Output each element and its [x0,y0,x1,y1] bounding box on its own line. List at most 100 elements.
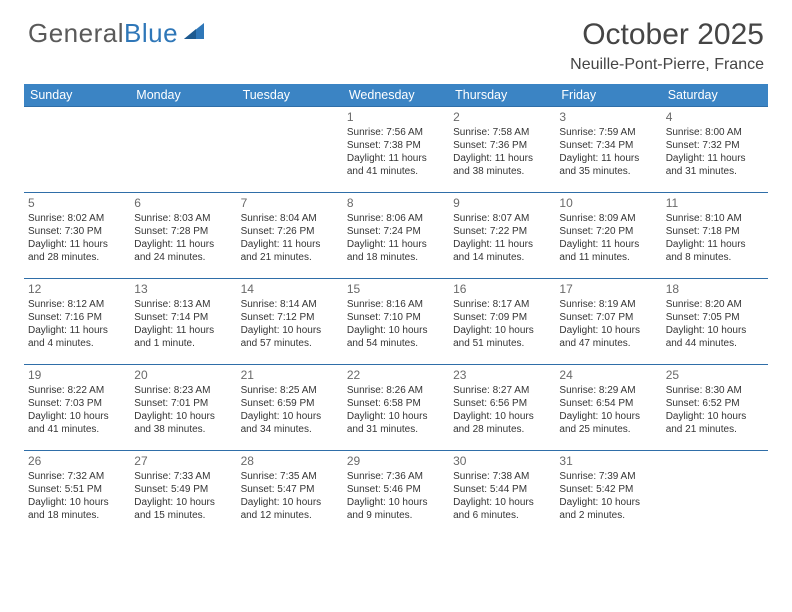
day-info-line: Sunrise: 8:19 AM [559,299,657,312]
day-info-line: Sunset: 7:34 PM [559,140,657,153]
day-number: 27 [134,454,232,469]
weekday-header: Tuesday [237,84,343,107]
day-number: 3 [559,110,657,125]
day-info-line: Daylight: 11 hours and 14 minutes. [453,239,551,265]
day-info-line: Sunrise: 7:59 AM [559,127,657,140]
calendar-day-cell: 23Sunrise: 8:27 AMSunset: 6:56 PMDayligh… [449,365,555,451]
day-info-line: Sunset: 6:58 PM [347,398,445,411]
brand-sail-icon [182,21,206,46]
day-info-line: Sunrise: 8:14 AM [241,299,339,312]
day-info-line: Daylight: 10 hours and 57 minutes. [241,325,339,351]
day-info-line: Sunset: 6:54 PM [559,398,657,411]
day-info-line: Daylight: 11 hours and 21 minutes. [241,239,339,265]
day-number: 24 [559,368,657,383]
brand-logo: GeneralBlue [28,18,206,49]
day-number: 19 [28,368,126,383]
day-number: 15 [347,282,445,297]
day-info-line: Sunrise: 8:07 AM [453,213,551,226]
calendar-day-cell: 16Sunrise: 8:17 AMSunset: 7:09 PMDayligh… [449,279,555,365]
day-number: 8 [347,196,445,211]
day-info-line: Sunset: 7:18 PM [666,226,764,239]
day-info-line: Sunset: 7:09 PM [453,312,551,325]
day-info-line: Sunset: 6:59 PM [241,398,339,411]
day-number: 7 [241,196,339,211]
calendar-day-cell: 30Sunrise: 7:38 AMSunset: 5:44 PMDayligh… [449,451,555,537]
weekday-header: Saturday [662,84,768,107]
day-info-line: Daylight: 10 hours and 31 minutes. [347,411,445,437]
day-info-line: Sunset: 6:52 PM [666,398,764,411]
day-info-line: Sunrise: 8:09 AM [559,213,657,226]
calendar-day-cell: 17 Sunrise: 8:19 AMSunset: 7:07 PMDayligh… [555,279,661,365]
day-info-line: Sunset: 7:20 PM [559,226,657,239]
day-info-line: Daylight: 10 hours and 44 minutes. [666,325,764,351]
calendar-day-cell: 27Sunrise: 7:33 AMSunset: 5:49 PMDayligh… [130,451,236,537]
calendar-day-cell: 3Sunrise: 7:59 AMSunset: 7:34 PMDaylight… [555,107,661,193]
day-number: 25 [666,368,764,383]
day-info-line: Daylight: 10 hours and 25 minutes. [559,411,657,437]
day-info-line: Daylight: 10 hours and 2 minutes. [559,497,657,523]
calendar-table: SundayMondayTuesdayWednesdayThursdayFrid… [24,84,768,537]
day-info-line: Sunset: 7:12 PM [241,312,339,325]
calendar-header-row: SundayMondayTuesdayWednesdayThursdayFrid… [24,84,768,107]
day-number: 18 [666,282,764,297]
day-info-line: Daylight: 10 hours and 15 minutes. [134,497,232,523]
weekday-header: Friday [555,84,661,107]
title-block: October 2025 Neuille-Pont-Pierre, France [570,18,764,80]
day-info-line: Sunset: 7:07 PM [559,312,657,325]
day-info-line: Daylight: 11 hours and 18 minutes. [347,239,445,265]
weekday-header: Wednesday [343,84,449,107]
day-info-line: Sunrise: 8:17 AM [453,299,551,312]
day-info-line: Sunset: 5:47 PM [241,484,339,497]
day-info-line: Sunrise: 8:02 AM [28,213,126,226]
calendar-day-cell: 26Sunrise: 7:32 AMSunset: 5:51 PMDayligh… [24,451,130,537]
day-info-line: Sunset: 7:10 PM [347,312,445,325]
day-info-line: Sunrise: 8:04 AM [241,213,339,226]
day-info-line: Sunset: 7:05 PM [666,312,764,325]
day-number: 12 [28,282,126,297]
brand-part1: General [28,18,124,48]
calendar-day-cell: 5Sunrise: 8:02 AMSunset: 7:30 PMDaylight… [24,193,130,279]
calendar-day-cell: 12Sunrise: 8:12 AMSunset: 7:16 PMDayligh… [24,279,130,365]
calendar-week-row: 12Sunrise: 8:12 AMSunset: 7:16 PMDayligh… [24,279,768,365]
day-info-line: Daylight: 10 hours and 18 minutes. [28,497,126,523]
day-info-line: Sunrise: 8:29 AM [559,385,657,398]
day-info-line: Sunset: 7:36 PM [453,140,551,153]
day-number: 22 [347,368,445,383]
day-number: 30 [453,454,551,469]
day-number: 23 [453,368,551,383]
brand-text: GeneralBlue [28,18,178,49]
calendar-day-cell: 19Sunrise: 8:22 AMSunset: 7:03 PMDayligh… [24,365,130,451]
day-info-line: Daylight: 11 hours and 1 minute. [134,325,232,351]
day-info-line: Daylight: 10 hours and 41 minutes. [28,411,126,437]
calendar-empty-cell [24,107,130,193]
day-number: 17 [559,282,657,297]
day-number: 31 [559,454,657,469]
calendar-day-cell: 22Sunrise: 8:26 AMSunset: 6:58 PMDayligh… [343,365,449,451]
calendar-week-row: 19Sunrise: 8:22 AMSunset: 7:03 PMDayligh… [24,365,768,451]
day-info-line: Sunrise: 8:06 AM [347,213,445,226]
day-info-line: Sunrise: 8:27 AM [453,385,551,398]
calendar-day-cell: 11Sunrise: 8:10 AMSunset: 7:18 PMDayligh… [662,193,768,279]
calendar-empty-cell [130,107,236,193]
day-number: 5 [28,196,126,211]
day-number: 29 [347,454,445,469]
weekday-header: Sunday [24,84,130,107]
day-info-line: Sunrise: 7:39 AM [559,471,657,484]
day-info-line: Sunrise: 7:38 AM [453,471,551,484]
day-info-line: Daylight: 10 hours and 47 minutes. [559,325,657,351]
day-info-line: Daylight: 11 hours and 11 minutes. [559,239,657,265]
day-info-line: Sunset: 7:32 PM [666,140,764,153]
day-number: 9 [453,196,551,211]
calendar-week-row: 1Sunrise: 7:56 AMSunset: 7:38 PMDaylight… [24,107,768,193]
calendar-empty-cell [237,107,343,193]
calendar-day-cell: 1Sunrise: 7:56 AMSunset: 7:38 PMDaylight… [343,107,449,193]
day-info-line: Sunset: 7:14 PM [134,312,232,325]
day-info-line: Sunrise: 7:33 AM [134,471,232,484]
weekday-header: Thursday [449,84,555,107]
day-info-line: Daylight: 11 hours and 31 minutes. [666,153,764,179]
day-info-line: Daylight: 10 hours and 34 minutes. [241,411,339,437]
calendar-empty-cell [662,451,768,537]
calendar-day-cell: 13Sunrise: 8:13 AMSunset: 7:14 PMDayligh… [130,279,236,365]
day-info-line: Daylight: 11 hours and 38 minutes. [453,153,551,179]
day-info-line: Sunset: 7:24 PM [347,226,445,239]
